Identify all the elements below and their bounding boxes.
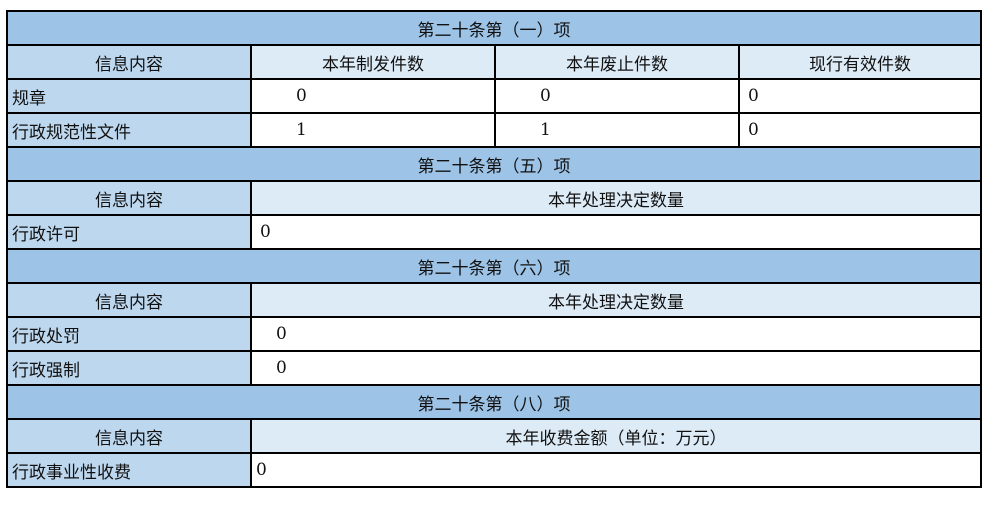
header-cell: 信息内容 <box>6 180 252 216</box>
section-title: 第二十条第（八）项 <box>6 384 982 420</box>
header-cell: 现行有效件数 <box>738 44 982 80</box>
row-label: 行政处罚 <box>6 316 252 352</box>
disclosure-table: 第二十条第（一）项 信息内容 本年制发件数 本年废止件数 现行有效件数 规章 0… <box>6 10 982 488</box>
section-title: 第二十条第（六）项 <box>6 248 982 284</box>
table-row: 行政处罚 0 <box>6 316 982 352</box>
header-cell: 信息内容 <box>6 282 252 318</box>
section-title: 第二十条第（五）项 <box>6 146 982 182</box>
header-cell: 本年废止件数 <box>494 44 740 80</box>
value-cell: 0 <box>494 78 740 114</box>
header-cell: 信息内容 <box>6 418 252 454</box>
value-cell: 0 <box>250 452 982 488</box>
table-row: 行政许可 0 <box>6 214 982 250</box>
header-cell: 信息内容 <box>6 44 252 80</box>
value-cell: 1 <box>494 112 740 148</box>
header-cell: 本年处理决定数量 <box>250 282 982 318</box>
table-row: 行政事业性收费 0 <box>6 452 982 488</box>
row-label: 行政规范性文件 <box>6 112 252 148</box>
value-cell: 1 <box>250 112 496 148</box>
table-row: 行政规范性文件 1 1 0 <box>6 112 982 148</box>
header-cell: 本年收费金额（单位：万元） <box>250 418 982 454</box>
value-cell: 0 <box>738 112 982 148</box>
header-cell: 本年制发件数 <box>250 44 496 80</box>
row-label: 规章 <box>6 78 252 114</box>
header-cell: 本年处理决定数量 <box>250 180 982 216</box>
section-title: 第二十条第（一）项 <box>6 10 982 46</box>
value-cell: 0 <box>250 316 982 352</box>
row-label: 行政许可 <box>6 214 252 250</box>
table-row: 规章 0 0 0 <box>6 78 982 114</box>
value-cell: 0 <box>250 78 496 114</box>
row-label: 行政事业性收费 <box>6 452 252 488</box>
row-label: 行政强制 <box>6 350 252 386</box>
value-cell: 0 <box>250 214 982 250</box>
value-cell: 0 <box>250 350 982 386</box>
table-row: 行政强制 0 <box>6 350 982 386</box>
value-cell: 0 <box>738 78 982 114</box>
